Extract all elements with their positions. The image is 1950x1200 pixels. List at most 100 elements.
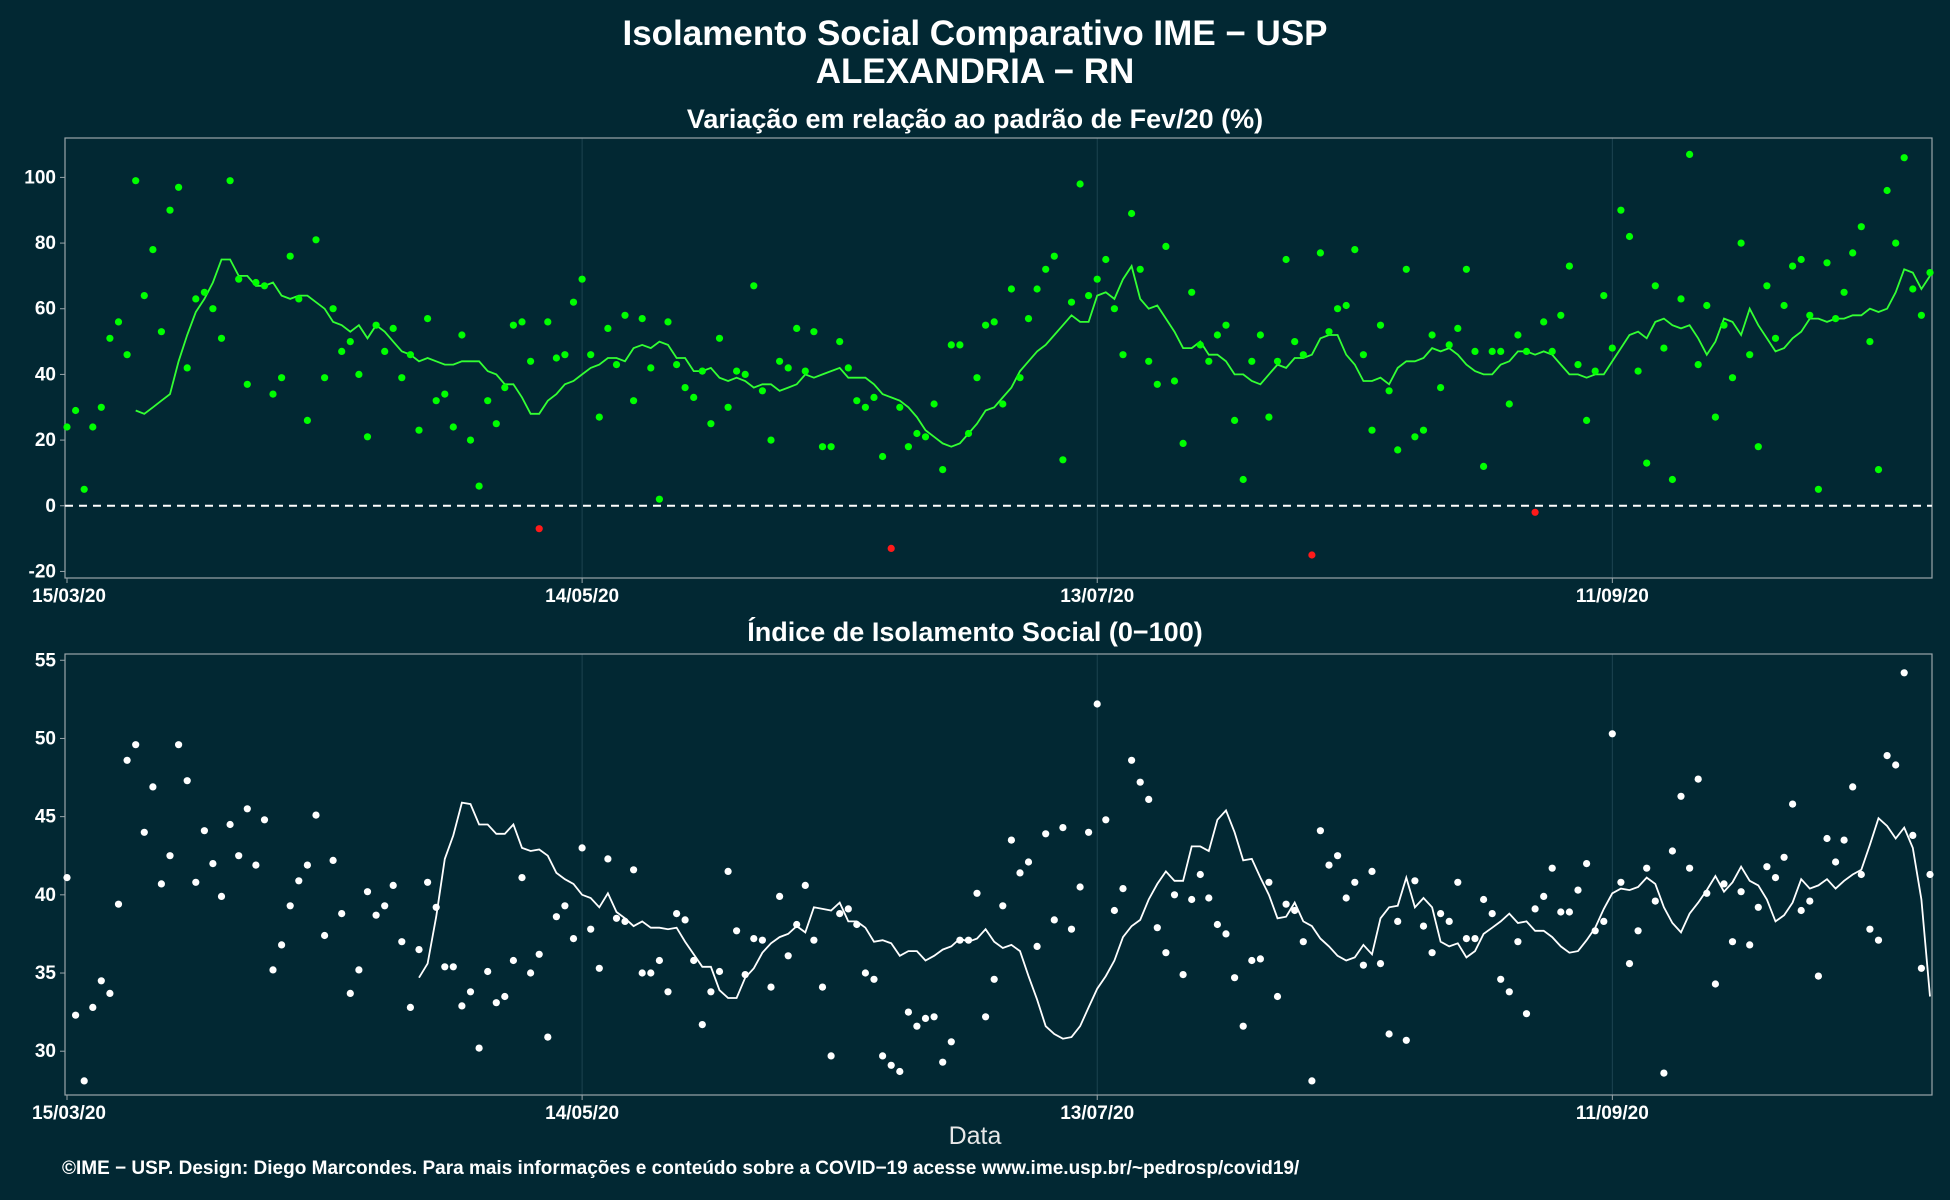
- data-point-variation: [1170, 377, 1179, 385]
- data-point-variation: [733, 367, 741, 375]
- data-point-index: [312, 811, 320, 819]
- data-point-variation: [939, 466, 947, 474]
- data-point-index: [1325, 861, 1333, 869]
- data-point-variation: [750, 282, 758, 290]
- data-point-variation: [509, 321, 517, 329]
- data-point-index: [1196, 870, 1204, 879]
- x-tick-label-index: 13/07/20: [1060, 1103, 1134, 1124]
- data-point-variation: [235, 275, 243, 283]
- data-point-index: [630, 866, 638, 874]
- data-point-variation: [827, 443, 835, 451]
- data-point-variation: [303, 416, 311, 424]
- footer-credit: ©IME − USP. Design: Diego Marcondes. Par…: [62, 1158, 1300, 1179]
- x-tick-label-variation: 13/07/20: [1060, 586, 1134, 607]
- data-point-variation: [312, 236, 320, 244]
- data-point-index: [1780, 853, 1788, 861]
- data-point-variation: [921, 433, 930, 441]
- data-point-variation: [1677, 295, 1685, 303]
- moving-average-line-index: [418, 801, 1931, 1040]
- data-point-index: [192, 878, 200, 886]
- data-point-variation: [269, 390, 277, 398]
- data-point-index: [1608, 730, 1616, 738]
- data-point-variation: [956, 341, 964, 349]
- data-point-variation: [80, 485, 88, 493]
- data-point-variation: [784, 364, 792, 372]
- data-point-variation: [1531, 508, 1539, 516]
- y-tick-label-variation: 80: [35, 233, 56, 254]
- data-point-variation: [1514, 331, 1522, 339]
- data-point-variation: [690, 393, 698, 401]
- data-point-index: [1385, 1030, 1393, 1038]
- data-point-index: [1162, 949, 1170, 957]
- data-point-variation: [1316, 249, 1324, 257]
- data-point-index: [1256, 955, 1264, 963]
- data-point-variation: [767, 436, 775, 444]
- data-point-variation: [1351, 246, 1359, 254]
- data-point-variation: [123, 351, 131, 359]
- data-point-variation: [286, 252, 294, 260]
- x-tick-label-variation: 15/03/20: [32, 586, 106, 607]
- data-point-variation: [1711, 413, 1719, 421]
- data-point-index: [956, 936, 964, 944]
- data-point-index: [784, 952, 792, 960]
- data-point-index: [1789, 800, 1797, 808]
- data-point-index: [1625, 960, 1634, 968]
- data-point-variation: [1522, 347, 1531, 355]
- data-point-index: [947, 1038, 955, 1046]
- data-point-variation: [1926, 269, 1934, 277]
- data-point-index: [1136, 778, 1144, 786]
- data-point-variation: [595, 413, 603, 421]
- data-point-variation: [758, 387, 767, 395]
- data-point-index: [887, 1061, 895, 1069]
- panel-border-variation: [64, 137, 1933, 579]
- data-point-index: [518, 874, 526, 882]
- data-point-index: [861, 969, 870, 977]
- data-point-index: [1299, 938, 1307, 946]
- data-point-index: [484, 967, 492, 976]
- data-point-variation: [1273, 357, 1282, 365]
- data-point-variation: [1651, 282, 1659, 290]
- y-tick-label-variation: 40: [35, 364, 56, 385]
- data-point-index: [724, 867, 732, 876]
- data-point-variation: [140, 292, 148, 300]
- data-point-index: [63, 874, 71, 882]
- data-point-index: [209, 860, 217, 868]
- y-tick-label-index: 30: [35, 1041, 56, 1062]
- data-point-variation: [1694, 361, 1702, 369]
- data-point-variation: [655, 495, 664, 503]
- data-point-index: [509, 956, 517, 965]
- data-point-index: [1883, 752, 1891, 760]
- data-point-index: [1651, 897, 1659, 905]
- data-point-variation: [861, 403, 870, 411]
- data-point-index: [1583, 860, 1591, 868]
- data-point-index: [604, 855, 612, 863]
- chart-subtitle: ALEXANDRIA − RN: [815, 52, 1135, 91]
- x-axis-label: Data: [948, 1122, 1002, 1150]
- data-point-index: [1892, 761, 1900, 769]
- data-point-index: [698, 1021, 706, 1029]
- data-point-index: [1668, 847, 1676, 855]
- data-point-variation: [475, 482, 483, 490]
- data-point-index: [235, 852, 243, 860]
- data-point-index: [1832, 858, 1840, 866]
- data-point-variation: [1239, 475, 1247, 484]
- data-point-index: [896, 1067, 904, 1076]
- data-point-variation: [175, 183, 183, 191]
- data-point-variation: [432, 397, 440, 405]
- data-point-index: [1437, 910, 1445, 918]
- data-point-index: [72, 1011, 80, 1019]
- data-point-index: [1419, 922, 1428, 930]
- data-point-index: [140, 828, 148, 836]
- data-point-variation: [947, 341, 955, 349]
- data-point-variation: [466, 436, 475, 444]
- data-point-variation: [1600, 292, 1608, 300]
- data-point-index: [1754, 903, 1762, 911]
- data-point-index: [921, 1014, 930, 1023]
- data-point-index: [1445, 917, 1453, 926]
- data-point-variation: [363, 433, 372, 441]
- data-point-index: [252, 861, 260, 869]
- data-point-variation: [638, 315, 646, 323]
- data-point-index: [1857, 870, 1865, 879]
- y-tick-label-index: 40: [35, 885, 56, 906]
- data-point-variation: [964, 429, 973, 438]
